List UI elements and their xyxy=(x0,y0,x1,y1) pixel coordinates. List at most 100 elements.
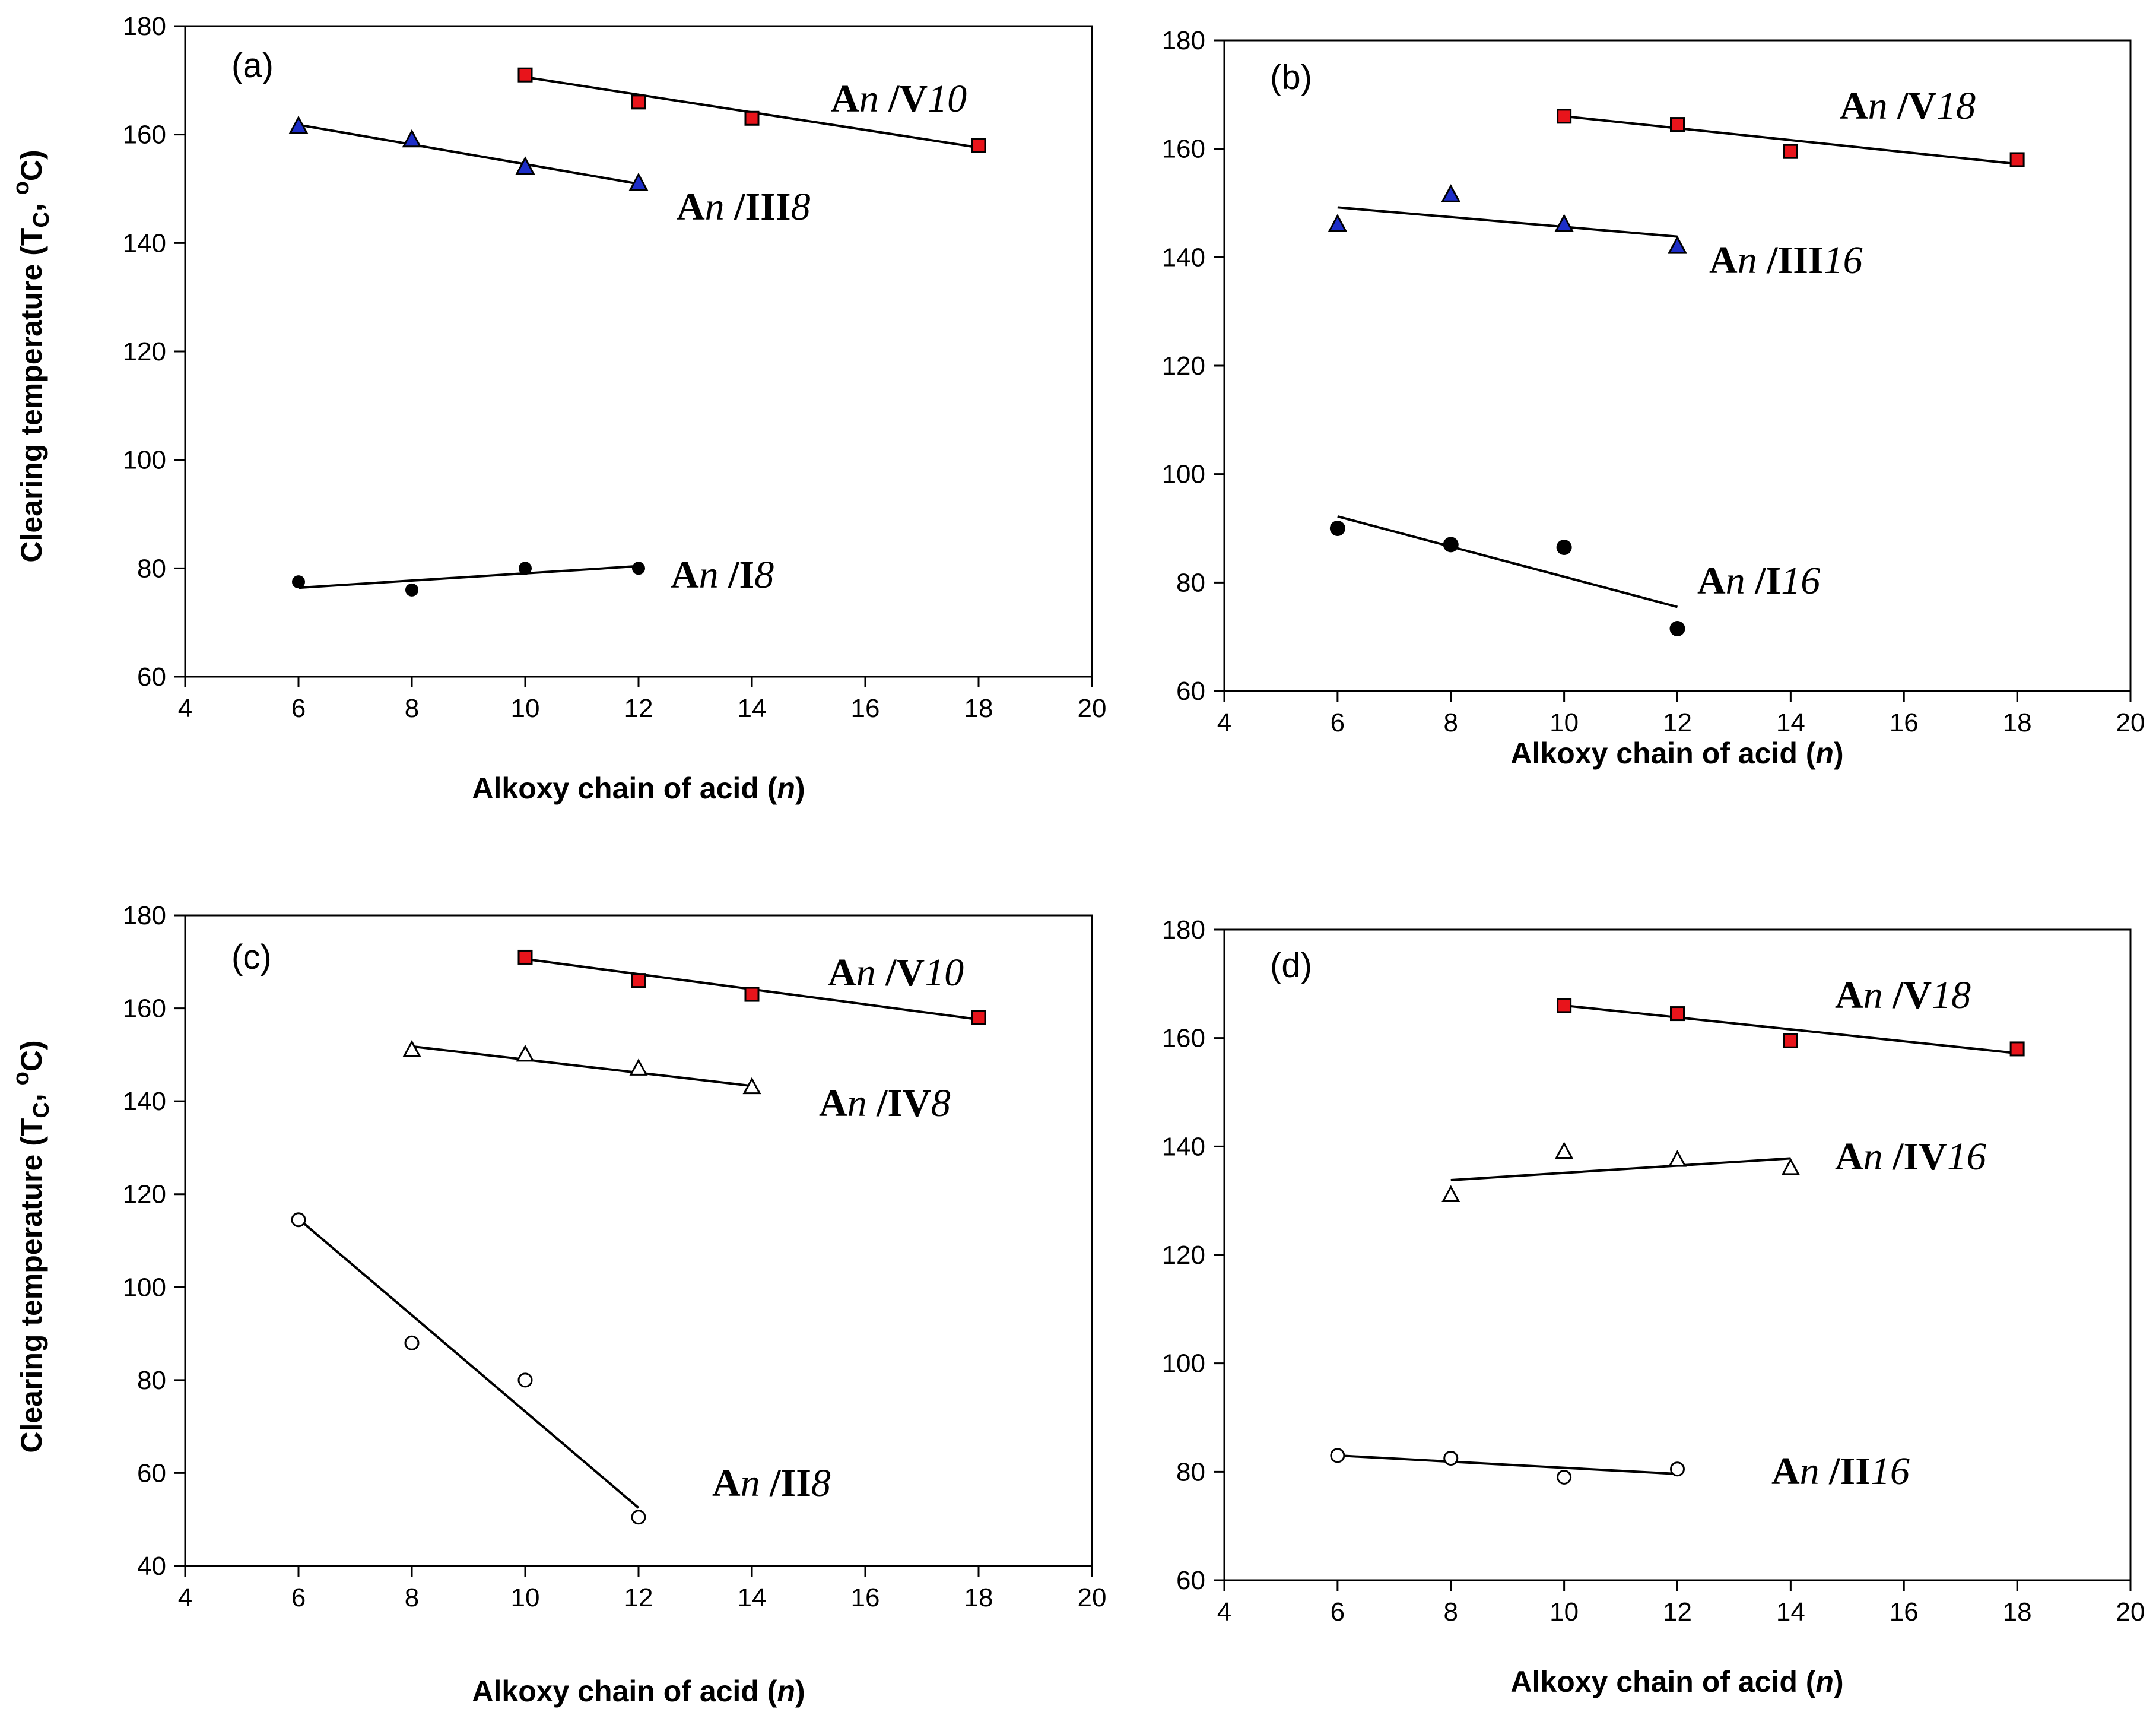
chart-panel-b: 4 6 8 10 12 14 16 18 20 60 80 100 120 140 160 180 (b) Alk… xyxy=(1162,26,2145,770)
series-label: An /II16 xyxy=(1771,1450,1910,1493)
y-tick-label: 100 xyxy=(1162,460,1205,489)
x-tick-label: 4 xyxy=(1217,708,1231,737)
panel-label: (a) xyxy=(231,46,274,85)
series-label: An /I8 xyxy=(671,553,774,597)
x-tick-label: 14 xyxy=(738,1583,767,1612)
data-point xyxy=(2009,152,2025,167)
x-axis-title: Alkoxy chain of acid (n) xyxy=(472,1675,805,1708)
x-tick-label: 8 xyxy=(405,694,419,723)
x-tick-label: 18 xyxy=(964,1583,993,1612)
y-tick-label: 160 xyxy=(123,121,166,150)
series-an-ii16: An /II16 xyxy=(1330,1448,1910,1493)
x-tick-label: 16 xyxy=(1890,708,1919,737)
x-tick-label: 4 xyxy=(178,694,192,723)
x-tick-label: 12 xyxy=(624,694,653,723)
x-tick-label: 16 xyxy=(1890,1597,1919,1627)
data-point xyxy=(1781,1158,1800,1175)
x-tick-label: 20 xyxy=(1078,1583,1107,1612)
data-point xyxy=(402,1039,421,1057)
x-tick-label: 10 xyxy=(511,1583,540,1612)
x-tick-label: 6 xyxy=(291,694,306,723)
x-tick-label: 8 xyxy=(405,1583,419,1612)
y-tick-label: 120 xyxy=(1162,351,1205,381)
x-tick-label: 12 xyxy=(1663,1597,1692,1627)
data-point xyxy=(629,1058,648,1076)
series-an-v10: An /V10 xyxy=(517,949,986,1025)
data-point xyxy=(1443,1451,1459,1466)
trend-line xyxy=(1337,1454,1678,1475)
series-an-iii8: An /III8 xyxy=(288,115,811,229)
y-tick-label: 180 xyxy=(123,12,166,41)
data-point xyxy=(971,1010,986,1025)
y-tick-label: 120 xyxy=(1162,1241,1205,1270)
series-label: An /V18 xyxy=(1835,974,1971,1017)
data-point xyxy=(632,562,645,575)
x-tick-label: 6 xyxy=(1331,708,1345,737)
plot-frame xyxy=(1223,39,2132,692)
data-point xyxy=(1557,998,1572,1013)
x-tick-label: 18 xyxy=(964,694,993,723)
y-tick-label: 160 xyxy=(1162,135,1205,164)
data-point xyxy=(742,1077,761,1095)
x-tick-label: 4 xyxy=(178,1583,192,1612)
x-tick-label: 12 xyxy=(624,1583,653,1612)
x-tick-label: 8 xyxy=(1444,1597,1458,1627)
y-tick-label: 100 xyxy=(1162,1349,1205,1378)
x-tick-label: 16 xyxy=(851,694,880,723)
data-point xyxy=(1328,214,1348,233)
series-an-iv8: An /IV8 xyxy=(402,1039,951,1125)
series-label: An /III8 xyxy=(677,185,811,229)
data-point xyxy=(631,1510,646,1525)
y-tick-label: 140 xyxy=(123,229,166,258)
y-tick-label: 80 xyxy=(137,1366,166,1395)
y-tick-label: 80 xyxy=(137,554,166,583)
trend-line xyxy=(297,1218,640,1509)
panel-label: (d) xyxy=(1270,946,1312,985)
data-point xyxy=(1670,117,1685,132)
data-point xyxy=(517,949,533,965)
series-an-v18: An /V18 xyxy=(1557,84,2025,167)
trend-line xyxy=(1564,115,2018,166)
x-axis-title: Alkoxy chain of acid (n) xyxy=(472,772,805,805)
y-tick-label: 160 xyxy=(1162,1024,1205,1053)
x-tick-label: 18 xyxy=(2003,1597,2032,1627)
y-tick-label: 180 xyxy=(123,901,166,930)
data-point xyxy=(1556,539,1572,555)
y-tick-label: 140 xyxy=(1162,1132,1205,1161)
data-point xyxy=(1783,144,1798,159)
trend-line xyxy=(298,123,639,185)
data-point xyxy=(405,583,418,597)
data-point xyxy=(516,1044,535,1062)
data-point xyxy=(515,156,535,175)
x-tick-label: 10 xyxy=(511,694,540,723)
series-an-iv16: An /IV16 xyxy=(1441,1135,1986,1203)
data-point xyxy=(291,1212,306,1228)
panel-label: (c) xyxy=(231,938,272,977)
x-tick-label: 6 xyxy=(291,1583,306,1612)
x-tick-label: 10 xyxy=(1549,1597,1579,1627)
data-point xyxy=(402,129,422,148)
series-an-i8: An /I8 xyxy=(292,553,774,597)
data-point xyxy=(1783,1033,1798,1048)
series-label: An /V10 xyxy=(828,951,964,994)
data-point xyxy=(292,575,305,589)
data-point xyxy=(1557,1469,1572,1485)
data-point xyxy=(1441,184,1461,202)
data-point xyxy=(1329,521,1345,536)
trend-line xyxy=(1564,1004,2018,1055)
trend-line xyxy=(298,565,639,589)
series-an-i16: An /I16 xyxy=(1329,515,1820,636)
y-axis-title: Clearing temperature (TC, oC) xyxy=(9,1040,54,1453)
plot-frame xyxy=(1223,928,2132,1581)
data-point xyxy=(517,67,533,83)
x-tick-label: 20 xyxy=(1078,694,1107,723)
y-tick-label: 160 xyxy=(123,994,166,1023)
chart-panel-a: 4 6 8 10 12 14 16 18 20 60 80 100 120 140 160 180 (a) Alk… xyxy=(9,12,1106,805)
y-tick-label: 60 xyxy=(1176,677,1205,706)
data-point xyxy=(519,562,532,575)
panel-label: (b) xyxy=(1270,58,1312,97)
series-label: An /II8 xyxy=(712,1461,831,1505)
trend-line xyxy=(1337,206,1678,238)
data-point xyxy=(1668,1150,1687,1167)
data-point xyxy=(1669,620,1685,636)
